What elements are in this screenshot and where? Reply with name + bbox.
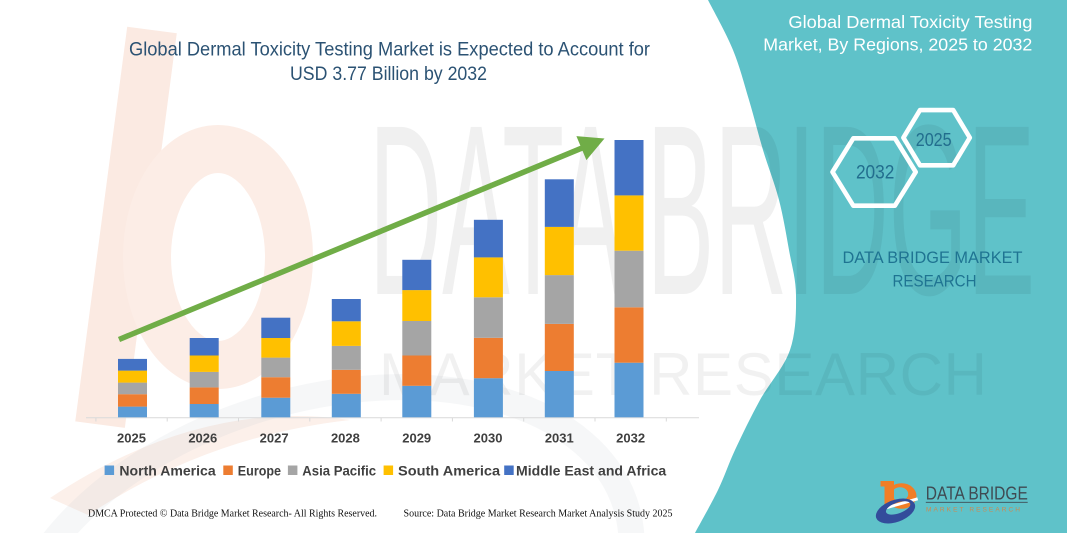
svg-text:DATA BRIDGE MARKET: DATA BRIDGE MARKET [843, 248, 1023, 267]
svg-text:2029: 2029 [402, 431, 431, 446]
svg-text:2026: 2026 [188, 431, 217, 446]
svg-text:Global Dermal Toxicity Testing: Global Dermal Toxicity Testing [788, 12, 1032, 32]
svg-text:2027: 2027 [260, 431, 289, 446]
svg-text:DATA BRIDGE: DATA BRIDGE [926, 484, 1028, 504]
svg-text:2025: 2025 [117, 431, 146, 446]
svg-text:MARKET RESEARCH: MARKET RESEARCH [379, 341, 987, 408]
svg-text:Global Dermal Toxicity Testing: Global Dermal Toxicity Testing Market is… [129, 39, 650, 61]
svg-text:DATA BRIDGE: DATA BRIDGE [369, 75, 1035, 346]
svg-text:2028: 2028 [331, 431, 360, 446]
svg-text:RESEARCH: RESEARCH [893, 272, 977, 291]
svg-text:Market, By Regions, 2025 to 20: Market, By Regions, 2025 to 2032 [763, 35, 1032, 55]
svg-text:DMCA Protected © Data Bridge M: DMCA Protected © Data Bridge Market Rese… [88, 508, 377, 520]
svg-text:Source: Data Bridge Market Res: Source: Data Bridge Market Research Mark… [404, 508, 673, 520]
svg-text:2032: 2032 [856, 163, 895, 184]
svg-text:North America: North America [119, 463, 216, 479]
svg-text:Middle East and Africa: Middle East and Africa [516, 463, 666, 479]
svg-text:USD 3.77 Billion by 2032: USD 3.77 Billion by 2032 [290, 63, 487, 85]
svg-text:2031: 2031 [545, 431, 574, 446]
svg-text:Asia Pacific: Asia Pacific [302, 463, 376, 479]
svg-text:2025: 2025 [916, 130, 952, 150]
svg-text:Europe: Europe [238, 463, 281, 479]
svg-text:MARKET RESEARCH: MARKET RESEARCH [926, 507, 1020, 514]
svg-text:2032: 2032 [616, 431, 645, 446]
svg-text:2030: 2030 [474, 431, 503, 446]
svg-text:South America: South America [398, 463, 500, 479]
